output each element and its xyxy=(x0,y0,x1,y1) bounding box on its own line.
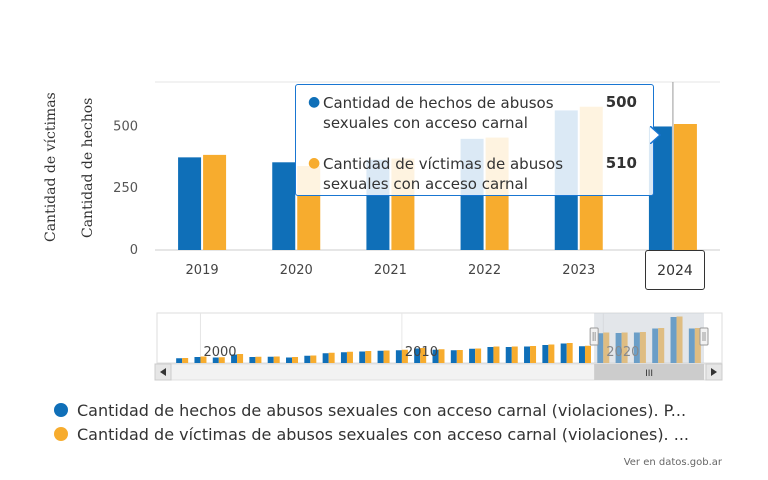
navigator-bar-hechos xyxy=(469,348,476,363)
navigator-bar-victimas xyxy=(365,351,372,363)
navigator-bar-hechos xyxy=(542,345,549,363)
navigator-bar-victimas xyxy=(584,345,591,363)
series2-dot-icon: ● xyxy=(308,155,321,171)
x-tick-label: 2021 xyxy=(374,263,407,278)
navigator-bar-hechos xyxy=(304,355,311,363)
arrow-right-icon xyxy=(711,368,717,376)
navigator-bar-hechos xyxy=(377,350,384,363)
arrow-left-icon xyxy=(160,368,166,376)
navigator-bar-victimas xyxy=(456,350,463,363)
plot-gridlines xyxy=(155,81,720,251)
navigator-bar-hechos xyxy=(176,358,183,363)
bar-hechos-2019 xyxy=(178,157,202,250)
series1-dot-icon: ● xyxy=(308,94,321,110)
credit-link[interactable]: Ver en datos.gob.ar xyxy=(623,457,722,468)
x-tick-label: 2019 xyxy=(186,263,219,278)
navigator-bar-hechos xyxy=(432,349,439,363)
y-axis-ticks: 0 250 500 xyxy=(113,119,138,258)
x-axis-crosshair-label: 2024 xyxy=(645,250,705,290)
navigator-bar-hechos xyxy=(505,347,512,363)
navigator-right-handle[interactable] xyxy=(699,327,709,346)
navigator-bar-victimas xyxy=(548,344,555,363)
navigator-bar-victimas xyxy=(182,358,189,363)
navigator-bar-victimas xyxy=(218,357,225,363)
y-axis-title-victims: Cantidad de víctimas xyxy=(43,92,59,242)
navigator-bar-hechos xyxy=(560,343,567,363)
navigator-bar-victimas xyxy=(237,354,244,363)
navigator-bar-hechos xyxy=(524,346,531,363)
navigator-bar-hechos xyxy=(194,357,201,363)
y-tick-label: 500 xyxy=(113,119,138,134)
navigator-bar-victimas xyxy=(401,349,408,363)
tooltip-pointer-icon xyxy=(650,126,662,144)
navigator-bar-hechos xyxy=(578,346,585,363)
navigator-bar-hechos xyxy=(267,356,274,363)
navigator-bar-hechos xyxy=(340,352,347,363)
tooltip-series1-label: Cantidad de hechos de abusos sexuales co… xyxy=(323,94,554,132)
scrollbar-grip-icon: III xyxy=(645,369,653,379)
navigator-bar-victimas xyxy=(493,346,500,363)
navigator-bar-victimas xyxy=(438,349,445,363)
navigator-bar-victimas xyxy=(511,346,518,363)
navigator-selection-mask xyxy=(594,313,704,363)
navigator-bar-victimas xyxy=(200,356,207,363)
navigator-bar-victimas xyxy=(566,343,573,363)
x-axis-ticks: 201920202021202220232024 xyxy=(186,263,690,278)
navigator-bar-victimas xyxy=(255,356,262,363)
navigator-bar-victimas xyxy=(420,348,427,363)
navigator-bar-hechos xyxy=(322,353,329,363)
navigator-bar-victimas xyxy=(346,351,353,363)
navigator-bar-hechos xyxy=(359,351,366,363)
legend-item-hechos[interactable]: Cantidad de hechos de abusos sexuales co… xyxy=(54,401,686,420)
navigator-bar-hechos xyxy=(450,350,457,363)
navigator-bar-hechos xyxy=(212,357,219,363)
bar-hechos-2024 xyxy=(648,126,672,250)
navigator-bar-victimas xyxy=(273,356,280,363)
y-tick-label: 250 xyxy=(113,181,138,196)
legend-item-victimas[interactable]: Cantidad de víctimas de abusos sexuales … xyxy=(54,425,689,444)
y-axis-title-hechos: Cantidad de hechos xyxy=(80,97,96,238)
navigator-bar-hechos xyxy=(395,350,402,363)
legend-label-victimas: Cantidad de víctimas de abusos sexuales … xyxy=(77,425,689,444)
navigator-bar-hechos xyxy=(487,347,494,363)
navigator[interactable]: 200020102020III xyxy=(154,312,723,381)
navigator-bar-hechos xyxy=(286,357,293,363)
handle-body xyxy=(589,327,599,346)
navigator-left-handle[interactable] xyxy=(589,327,599,346)
legend-dot-icon xyxy=(54,427,68,441)
x-tick-label: 2020 xyxy=(280,263,313,278)
navigator-bar-hechos xyxy=(414,348,421,363)
navigator-bar-hechos xyxy=(231,354,238,363)
legend-dot-icon xyxy=(54,403,68,417)
x-tick-label: 2023 xyxy=(562,263,595,278)
x-tick-label: 2022 xyxy=(468,263,501,278)
navigator-scrollbar-thumb[interactable] xyxy=(594,364,704,380)
navigator-bar-victimas xyxy=(530,346,537,363)
navigator-bar-victimas xyxy=(328,352,335,363)
navigator-bar-hechos xyxy=(249,357,256,363)
bar-victimas-2019 xyxy=(203,154,227,250)
navigator-label: 2000 xyxy=(203,345,236,360)
navigator-bar-victimas xyxy=(292,357,299,363)
tooltip-series2-label: Cantidad de víctimas de abusos sexuales … xyxy=(323,155,564,193)
tooltip-series1-value: 500 xyxy=(605,93,637,111)
navigator-label: 2010 xyxy=(405,345,438,360)
bar-hechos-2020 xyxy=(272,162,296,250)
navigator-bar-victimas xyxy=(383,350,390,363)
navigator-bar-victimas xyxy=(475,348,482,363)
y-tick-label: 0 xyxy=(130,243,138,258)
data-tooltip: ● Cantidad de hechos de abusos sexuales … xyxy=(295,84,654,196)
navigator-bar-victimas xyxy=(310,355,317,363)
handle-body xyxy=(699,327,709,346)
tooltip-series2-value: 510 xyxy=(605,154,637,172)
legend-label-hechos: Cantidad de hechos de abusos sexuales co… xyxy=(77,401,687,420)
bar-victimas-2024 xyxy=(673,124,697,250)
